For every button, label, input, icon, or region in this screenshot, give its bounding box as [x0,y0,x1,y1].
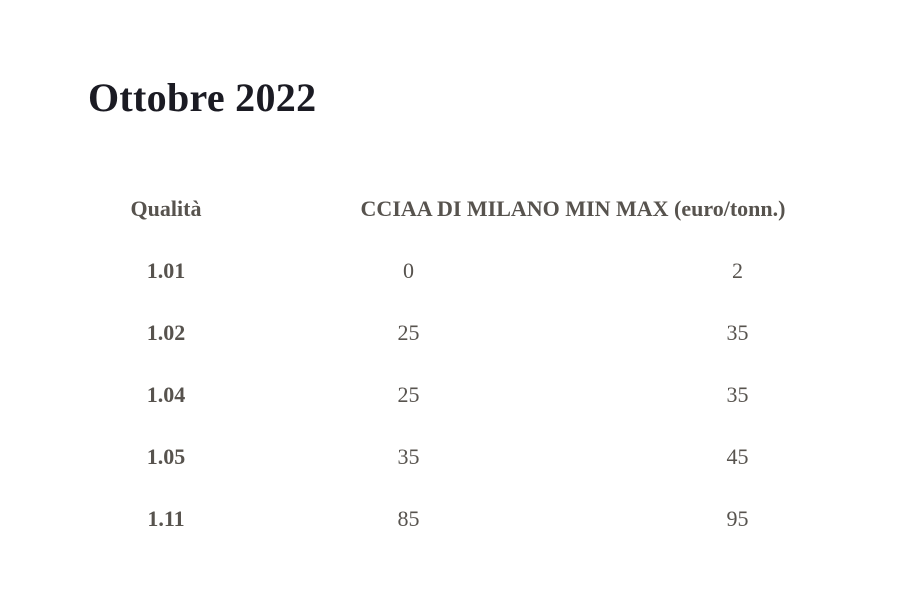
max-value-cell: 35 [726,320,749,345]
content-area: Ottobre 2022 Qualità CCIAA DI MILANO MIN… [88,75,902,550]
quality-cell: 1.02 [146,320,186,345]
max-value-cell: 95 [726,506,749,531]
table-row: 1.05 35 45 [88,426,902,488]
table-row: 1.02 25 35 [88,302,902,364]
min-value-cell: 35 [397,444,420,469]
quality-cell: 1.01 [146,258,186,283]
price-table: Qualità CCIAA DI MILANO MIN MAX (euro/to… [88,178,902,550]
table-row: 1.04 25 35 [88,364,902,426]
quality-cell: 1.11 [147,506,185,531]
quality-column-header: Qualità [130,196,202,221]
max-value-cell: 2 [732,258,743,283]
min-value-cell: 0 [403,258,414,283]
page-title: Ottobre 2022 [88,75,317,120]
market-min-max-column-header: CCIAA DI MILANO MIN MAX (euro/tonn.) [360,196,786,221]
table-header-row: Qualità CCIAA DI MILANO MIN MAX (euro/to… [88,178,902,240]
table-row: 1.11 85 95 [88,488,902,550]
min-value-cell: 85 [397,506,420,531]
min-value-cell: 25 [397,382,420,407]
max-value-cell: 35 [726,382,749,407]
table-row: 1.01 0 2 [88,240,902,302]
min-value-cell: 25 [397,320,420,345]
quality-cell: 1.04 [146,382,186,407]
quality-cell: 1.05 [146,444,186,469]
table-body: 1.01 0 2 1.02 25 35 1.04 25 35 1.05 35 45 1.11 85 95 [88,240,902,550]
max-value-cell: 45 [726,444,749,469]
